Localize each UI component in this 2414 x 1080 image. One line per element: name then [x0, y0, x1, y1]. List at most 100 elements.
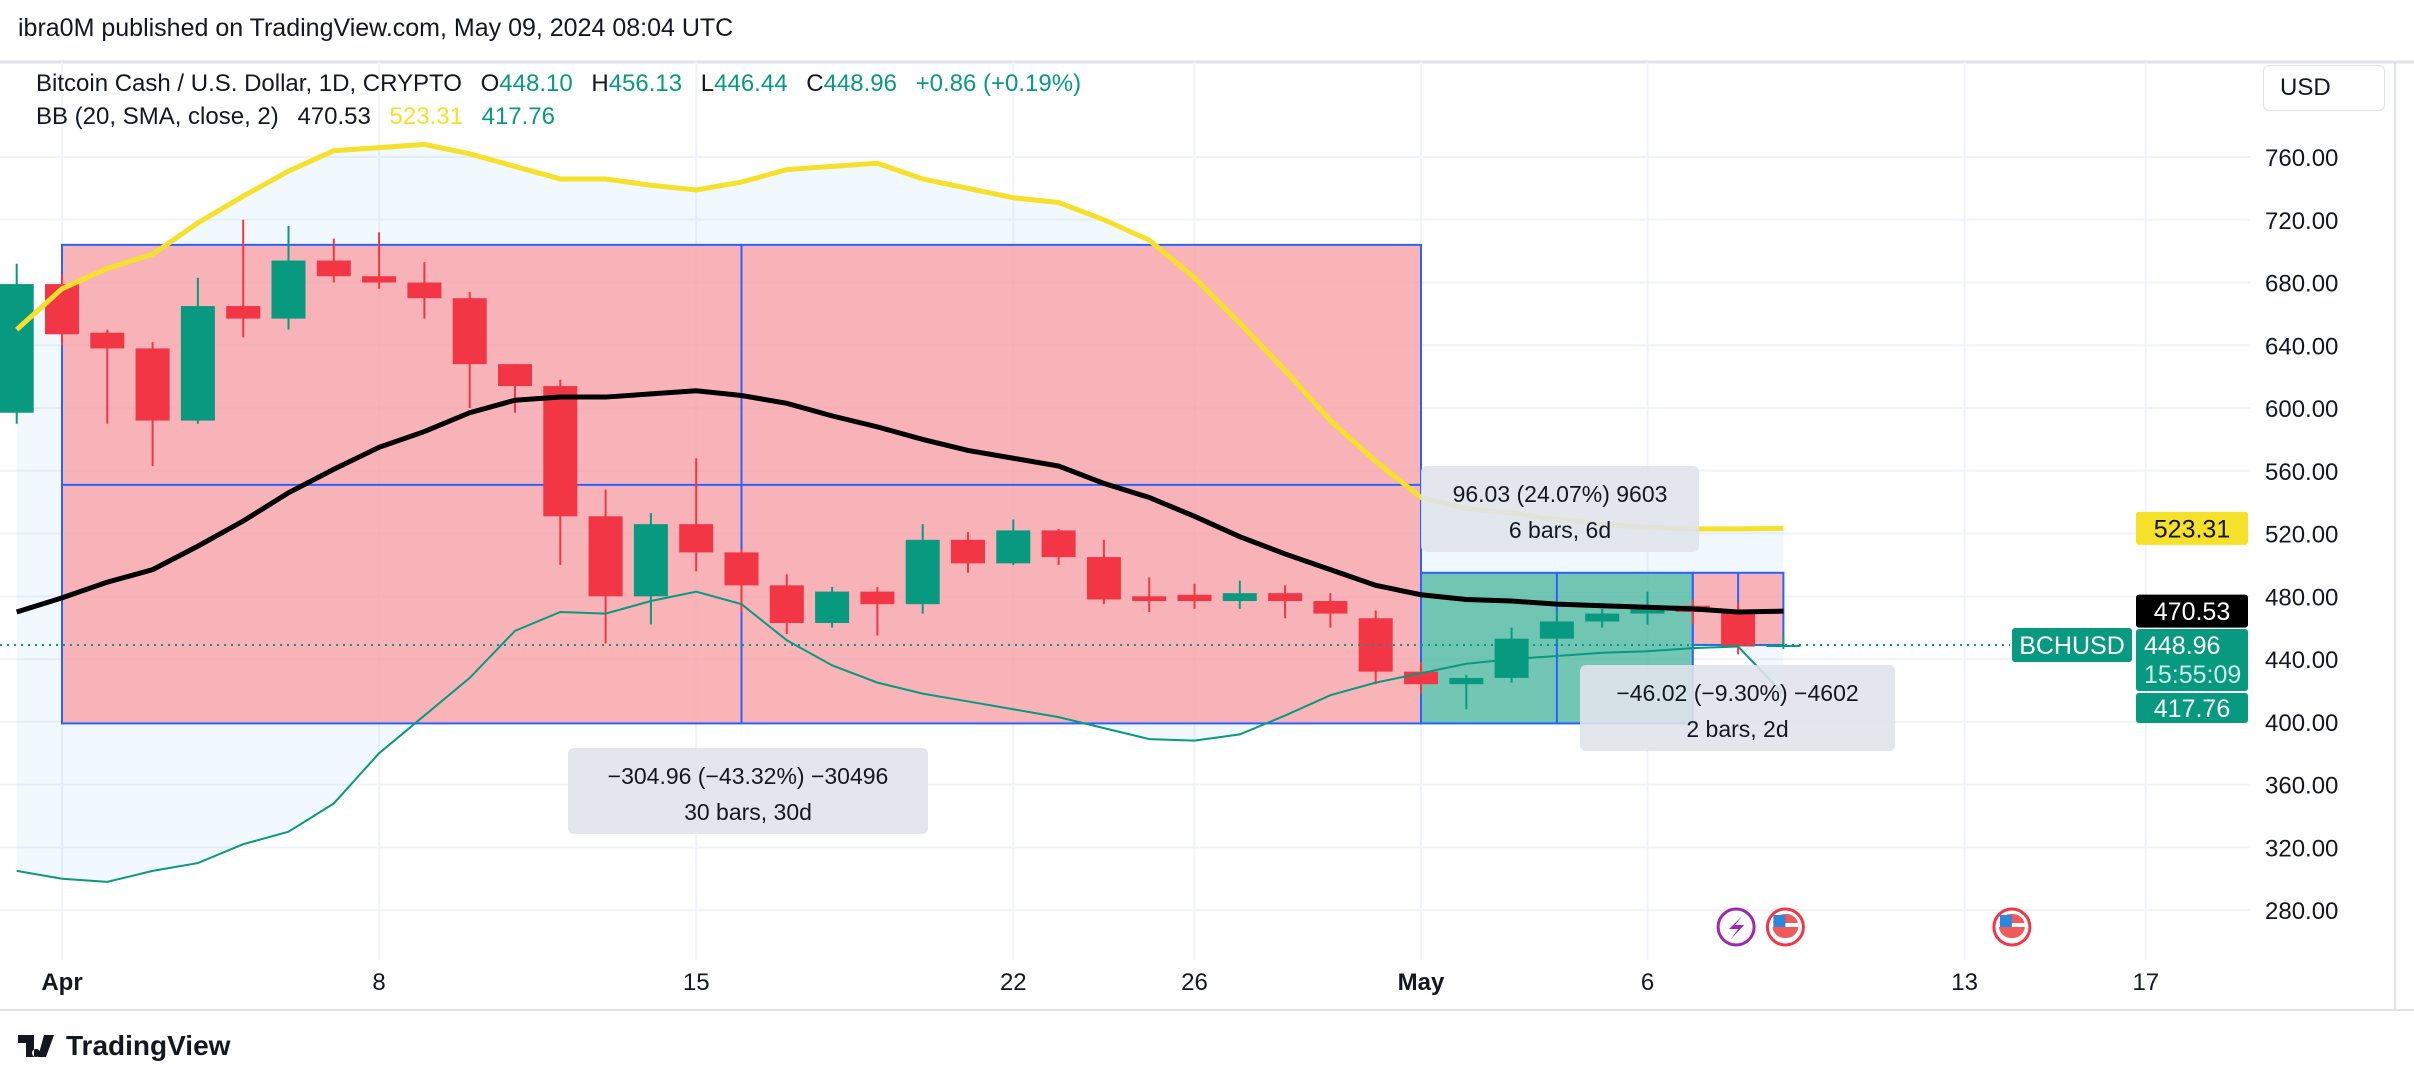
candle-body: [815, 591, 850, 623]
candle-body: [588, 516, 623, 597]
candle-body: [1222, 593, 1257, 602]
y-axis-tick: 600.00: [2265, 396, 2338, 423]
candle: [90, 329, 125, 424]
price-range-change: −46.02 (−9.30%) −4602: [1616, 680, 1858, 706]
us-flag-icon[interactable]: [1765, 907, 1805, 947]
candle: [1313, 593, 1348, 628]
y-axis-tick: 280.00: [2265, 898, 2338, 925]
candle-body: [996, 530, 1031, 564]
candle-body: [1766, 645, 1801, 648]
bb-basis-tag: 470.53: [2136, 594, 2248, 628]
candle-body: [1041, 530, 1076, 558]
published-info: ibra0M published on TradingView.com, May…: [18, 14, 734, 42]
candle-body: [724, 552, 759, 586]
candle-body: [1539, 621, 1574, 639]
bb-title[interactable]: BB (20, SMA, close, 2): [36, 103, 279, 130]
candle: [1268, 585, 1303, 619]
price-range-label-bg: [568, 748, 928, 834]
lightning-glyph: [1729, 916, 1745, 939]
candle: [407, 262, 442, 319]
candle: [633, 513, 668, 625]
x-axis-tick: Apr: [41, 969, 82, 996]
candle: [724, 549, 759, 613]
candle-body: [226, 306, 261, 319]
bb-lower-tag-bg: [2136, 692, 2248, 723]
high-value: 456.13: [608, 70, 683, 97]
candle-body: [905, 539, 940, 605]
candle: [769, 574, 804, 634]
last-price-tag-bg: [2136, 629, 2248, 692]
change-value: +0.86 (+0.19%): [915, 70, 1082, 97]
y-axis-tick: 360.00: [2265, 773, 2338, 800]
candle: [679, 458, 714, 572]
price-range-bars: 6 bars, 6d: [1509, 517, 1611, 543]
y-axis-tick: 520.00: [2265, 522, 2338, 549]
candle: [45, 274, 79, 346]
bb-basis-tag-bg: [2136, 594, 2248, 628]
tradingview-logo-icon: [18, 1035, 54, 1057]
y-axis-tick: 400.00: [2265, 710, 2338, 737]
price-range-bars: 30 bars, 30d: [684, 799, 812, 825]
candle-body: [1177, 594, 1212, 602]
candle-body: [1449, 677, 1484, 685]
candle-body: [543, 386, 578, 517]
candle-body: [679, 524, 714, 553]
candle: [0, 263, 34, 424]
candle-body: [1268, 593, 1303, 602]
candle-body: [951, 539, 985, 564]
candle: [1539, 612, 1574, 644]
flag-canton: [1773, 915, 1786, 927]
open-label: O: [480, 70, 500, 97]
y-axis-tick: 640.00: [2265, 333, 2338, 360]
candle-body: [498, 364, 532, 387]
candle-body: [633, 524, 668, 597]
candle: [1222, 580, 1257, 609]
last-price-text: 448.96: [2144, 632, 2220, 660]
symbol-title[interactable]: Bitcoin Cash / U.S. Dollar, 1D, CRYPTO: [36, 70, 462, 97]
bb-line-lower: [16, 590, 1785, 883]
tradingview-logo[interactable]: TradingView: [18, 1030, 230, 1062]
candle-body: [362, 276, 397, 283]
candle-body: [1313, 601, 1348, 614]
x-axis-tick: 22: [1000, 969, 1027, 996]
candle: [1177, 583, 1212, 609]
candle: [1041, 528, 1076, 565]
candle: [1766, 633, 1801, 649]
bb-upper-tag-text: 523.31: [2154, 515, 2230, 543]
lightning-icon[interactable]: [1716, 907, 1756, 947]
candle-body: [1086, 557, 1121, 600]
x-axis-tick: 6: [1641, 969, 1654, 996]
currency-button[interactable]: USD: [2263, 65, 2385, 111]
symbol-tag[interactable]: BCHUSD: [2012, 628, 2132, 663]
candle-body: [452, 298, 487, 365]
candle: [452, 291, 487, 409]
symbol-legend: Bitcoin Cash / U.S. Dollar, 1D, CRYPTO O…: [36, 70, 1081, 98]
y-axis-tick: 560.00: [2265, 459, 2338, 486]
price-range-bars: 2 bars, 2d: [1686, 716, 1788, 742]
bb-basis-value: 470.53: [297, 103, 371, 130]
close-label: C: [806, 70, 824, 97]
price-range-label: 96.03 (24.07%) 9603 6 bars, 6d: [1421, 466, 1699, 552]
candle-body: [1721, 612, 1756, 647]
symbol-tag-bg: [2012, 628, 2132, 663]
candle: [1132, 577, 1167, 613]
candle-body: [90, 332, 125, 349]
us-flag-icon[interactable]: [1992, 907, 2032, 947]
bb-lower-tag: 417.76: [2136, 692, 2248, 723]
price-range-change: −304.96 (−43.32%) −30496: [608, 763, 889, 789]
candle: [588, 489, 623, 644]
logo-text: TradingView: [66, 1030, 231, 1061]
bb-upper-value: 523.31: [389, 103, 463, 130]
candle-body: [271, 260, 306, 319]
y-axis-tick: 680.00: [2265, 271, 2338, 298]
candle-body: [860, 591, 895, 605]
bb-lower-value: 417.76: [481, 103, 555, 130]
flag-canton: [1999, 915, 2012, 927]
y-axis-tick: 760.00: [2265, 145, 2338, 172]
candle: [498, 364, 532, 413]
x-axis-tick: 13: [1951, 969, 1978, 996]
candle: [860, 586, 895, 636]
candle-body: [1132, 596, 1167, 602]
